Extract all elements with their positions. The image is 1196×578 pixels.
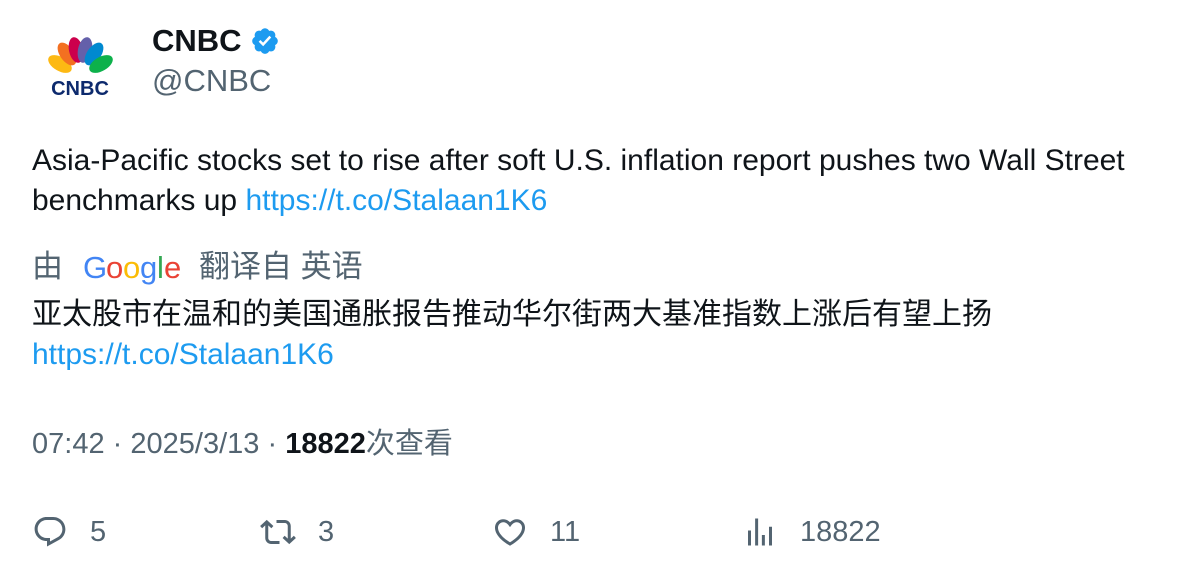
author-avatar[interactable]: CNBC: [32, 22, 128, 118]
tweet-link[interactable]: https://t.co/Stalaan1K6: [245, 184, 548, 217]
tweet-body: Asia-Pacific stocks set to rise after so…: [32, 144, 1125, 217]
meta-separator: ·: [112, 428, 123, 460]
reply-icon: [34, 517, 66, 547]
avatar-logo-text: CNBC: [51, 78, 109, 100]
author-name-row[interactable]: CNBC: [152, 22, 280, 60]
author-display-name[interactable]: CNBC: [152, 23, 242, 58]
views-label: 次查看: [365, 428, 453, 460]
like-count: 11: [550, 515, 581, 548]
translation-prefix: 由: [32, 249, 63, 284]
translated-tweet-text: 亚太股市在温和的美国通胀报告推动华尔街两大基准指数上涨后有望上扬 https:/…: [32, 295, 1162, 375]
tweet-date[interactable]: 2025/3/13: [130, 428, 260, 460]
svg-text:g: g: [140, 250, 157, 285]
views-count: 18822: [285, 428, 366, 460]
tweet-time[interactable]: 07:42: [32, 428, 105, 460]
google-logo-icon: G o o g l e: [83, 250, 181, 285]
reply-count: 5: [90, 515, 107, 548]
tweet-actions: 5 3 11 18822: [32, 506, 1162, 558]
svg-text:e: e: [164, 250, 181, 285]
verified-badge-icon: [251, 28, 278, 54]
analytics-bars-icon: [748, 518, 772, 546]
tweet-text: Asia-Pacific stocks set to rise after so…: [32, 141, 1162, 221]
views-button[interactable]: 18822: [742, 506, 881, 558]
heart-icon: [494, 519, 526, 546]
translated-link[interactable]: https://t.co/Stalaan1K6: [32, 338, 334, 371]
retweet-icon: [260, 519, 296, 545]
tweet-meta: 07:42 · 2025/3/13 · 18822次查看: [32, 424, 453, 464]
retweet-count: 3: [318, 515, 335, 548]
translated-body: 亚太股市在温和的美国通胀报告推动华尔街两大基准指数上涨后有望上扬: [32, 298, 992, 331]
svg-text:G: G: [83, 250, 107, 285]
views-action-count: 18822: [800, 515, 881, 548]
meta-separator: ·: [267, 428, 278, 460]
translation-attribution: 由 G o o g l e 翻译自 英语: [32, 247, 363, 287]
svg-text:l: l: [157, 250, 164, 285]
cnbc-peacock-logo: CNBC: [48, 37, 113, 100]
retweet-button[interactable]: 3: [260, 506, 334, 558]
like-button[interactable]: 11: [492, 506, 580, 558]
reply-button[interactable]: 5: [32, 506, 106, 558]
translation-suffix: 翻译自 英语: [199, 249, 363, 284]
svg-text:o: o: [123, 250, 140, 285]
author-handle[interactable]: @CNBC: [152, 63, 272, 98]
svg-text:o: o: [106, 250, 123, 285]
